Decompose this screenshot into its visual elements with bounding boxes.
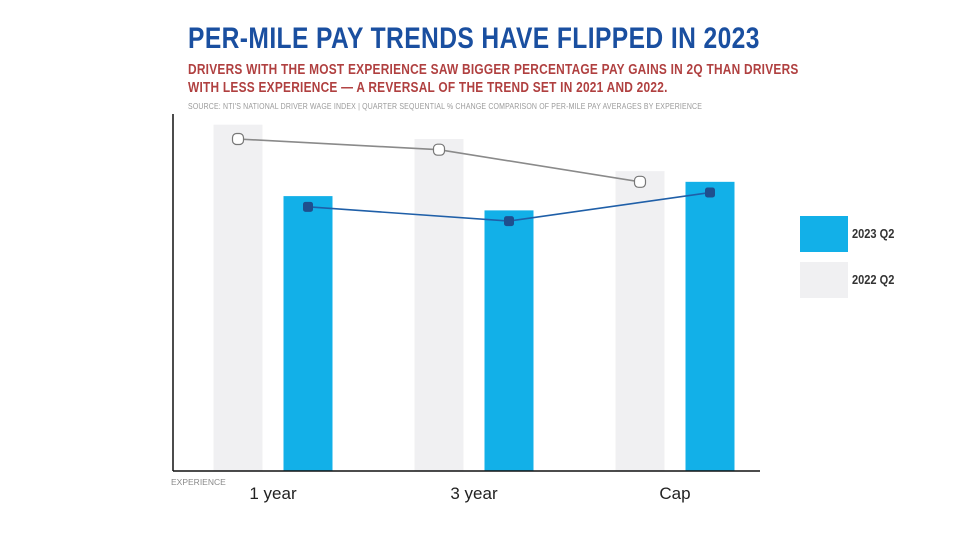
- chart-title: PER-MILE PAY TRENDS HAVE FLIPPED IN 2023: [188, 22, 760, 55]
- legend-swatch-2022: [800, 262, 848, 298]
- legend-item-2023: 2023 Q2: [800, 216, 920, 252]
- legend-item-2022: 2022 Q2: [800, 262, 920, 298]
- chart-subtitle: DRIVERS WITH THE MOST EXPERIENCE SAW BIG…: [188, 61, 799, 97]
- bar-2023-1-year: [283, 196, 333, 472]
- legend-swatch-2023: [800, 216, 848, 252]
- x-tick-label-cap: Cap: [659, 484, 690, 503]
- bar-2023-3-year: [484, 210, 534, 471]
- chart-source: SOURCE: NTI'S NATIONAL DRIVER WAGE INDEX…: [188, 101, 703, 111]
- subtitle-line-1: DRIVERS WITH THE MOST EXPERIENCE SAW BIG…: [188, 62, 799, 78]
- marker-2022-3-year: [432, 143, 446, 156]
- marker-2022-1-year: [231, 132, 245, 146]
- legend-label-2022: 2022 Q2: [852, 272, 895, 287]
- marker-2023-3-year: [504, 216, 514, 227]
- x-tick-label-3-year: 3 year: [450, 484, 498, 503]
- x-tick-label-1-year: 1 year: [249, 484, 297, 503]
- bar-2022-cap: [615, 171, 665, 471]
- subtitle-line-2: WITH LESS EXPERIENCE — A REVERSAL OF THE…: [188, 80, 668, 96]
- marker-2023-1-year: [303, 201, 313, 212]
- marker-2023-cap: [705, 187, 715, 198]
- bar-2022-3-year: [414, 138, 464, 472]
- legend-label-2023: 2023 Q2: [852, 226, 895, 241]
- marker-2022-cap: [633, 175, 647, 188]
- bar-2022-1-year: [213, 124, 263, 472]
- bar-2023-cap: [685, 181, 735, 471]
- x-axis-label: EXPERIENCE: [171, 477, 226, 487]
